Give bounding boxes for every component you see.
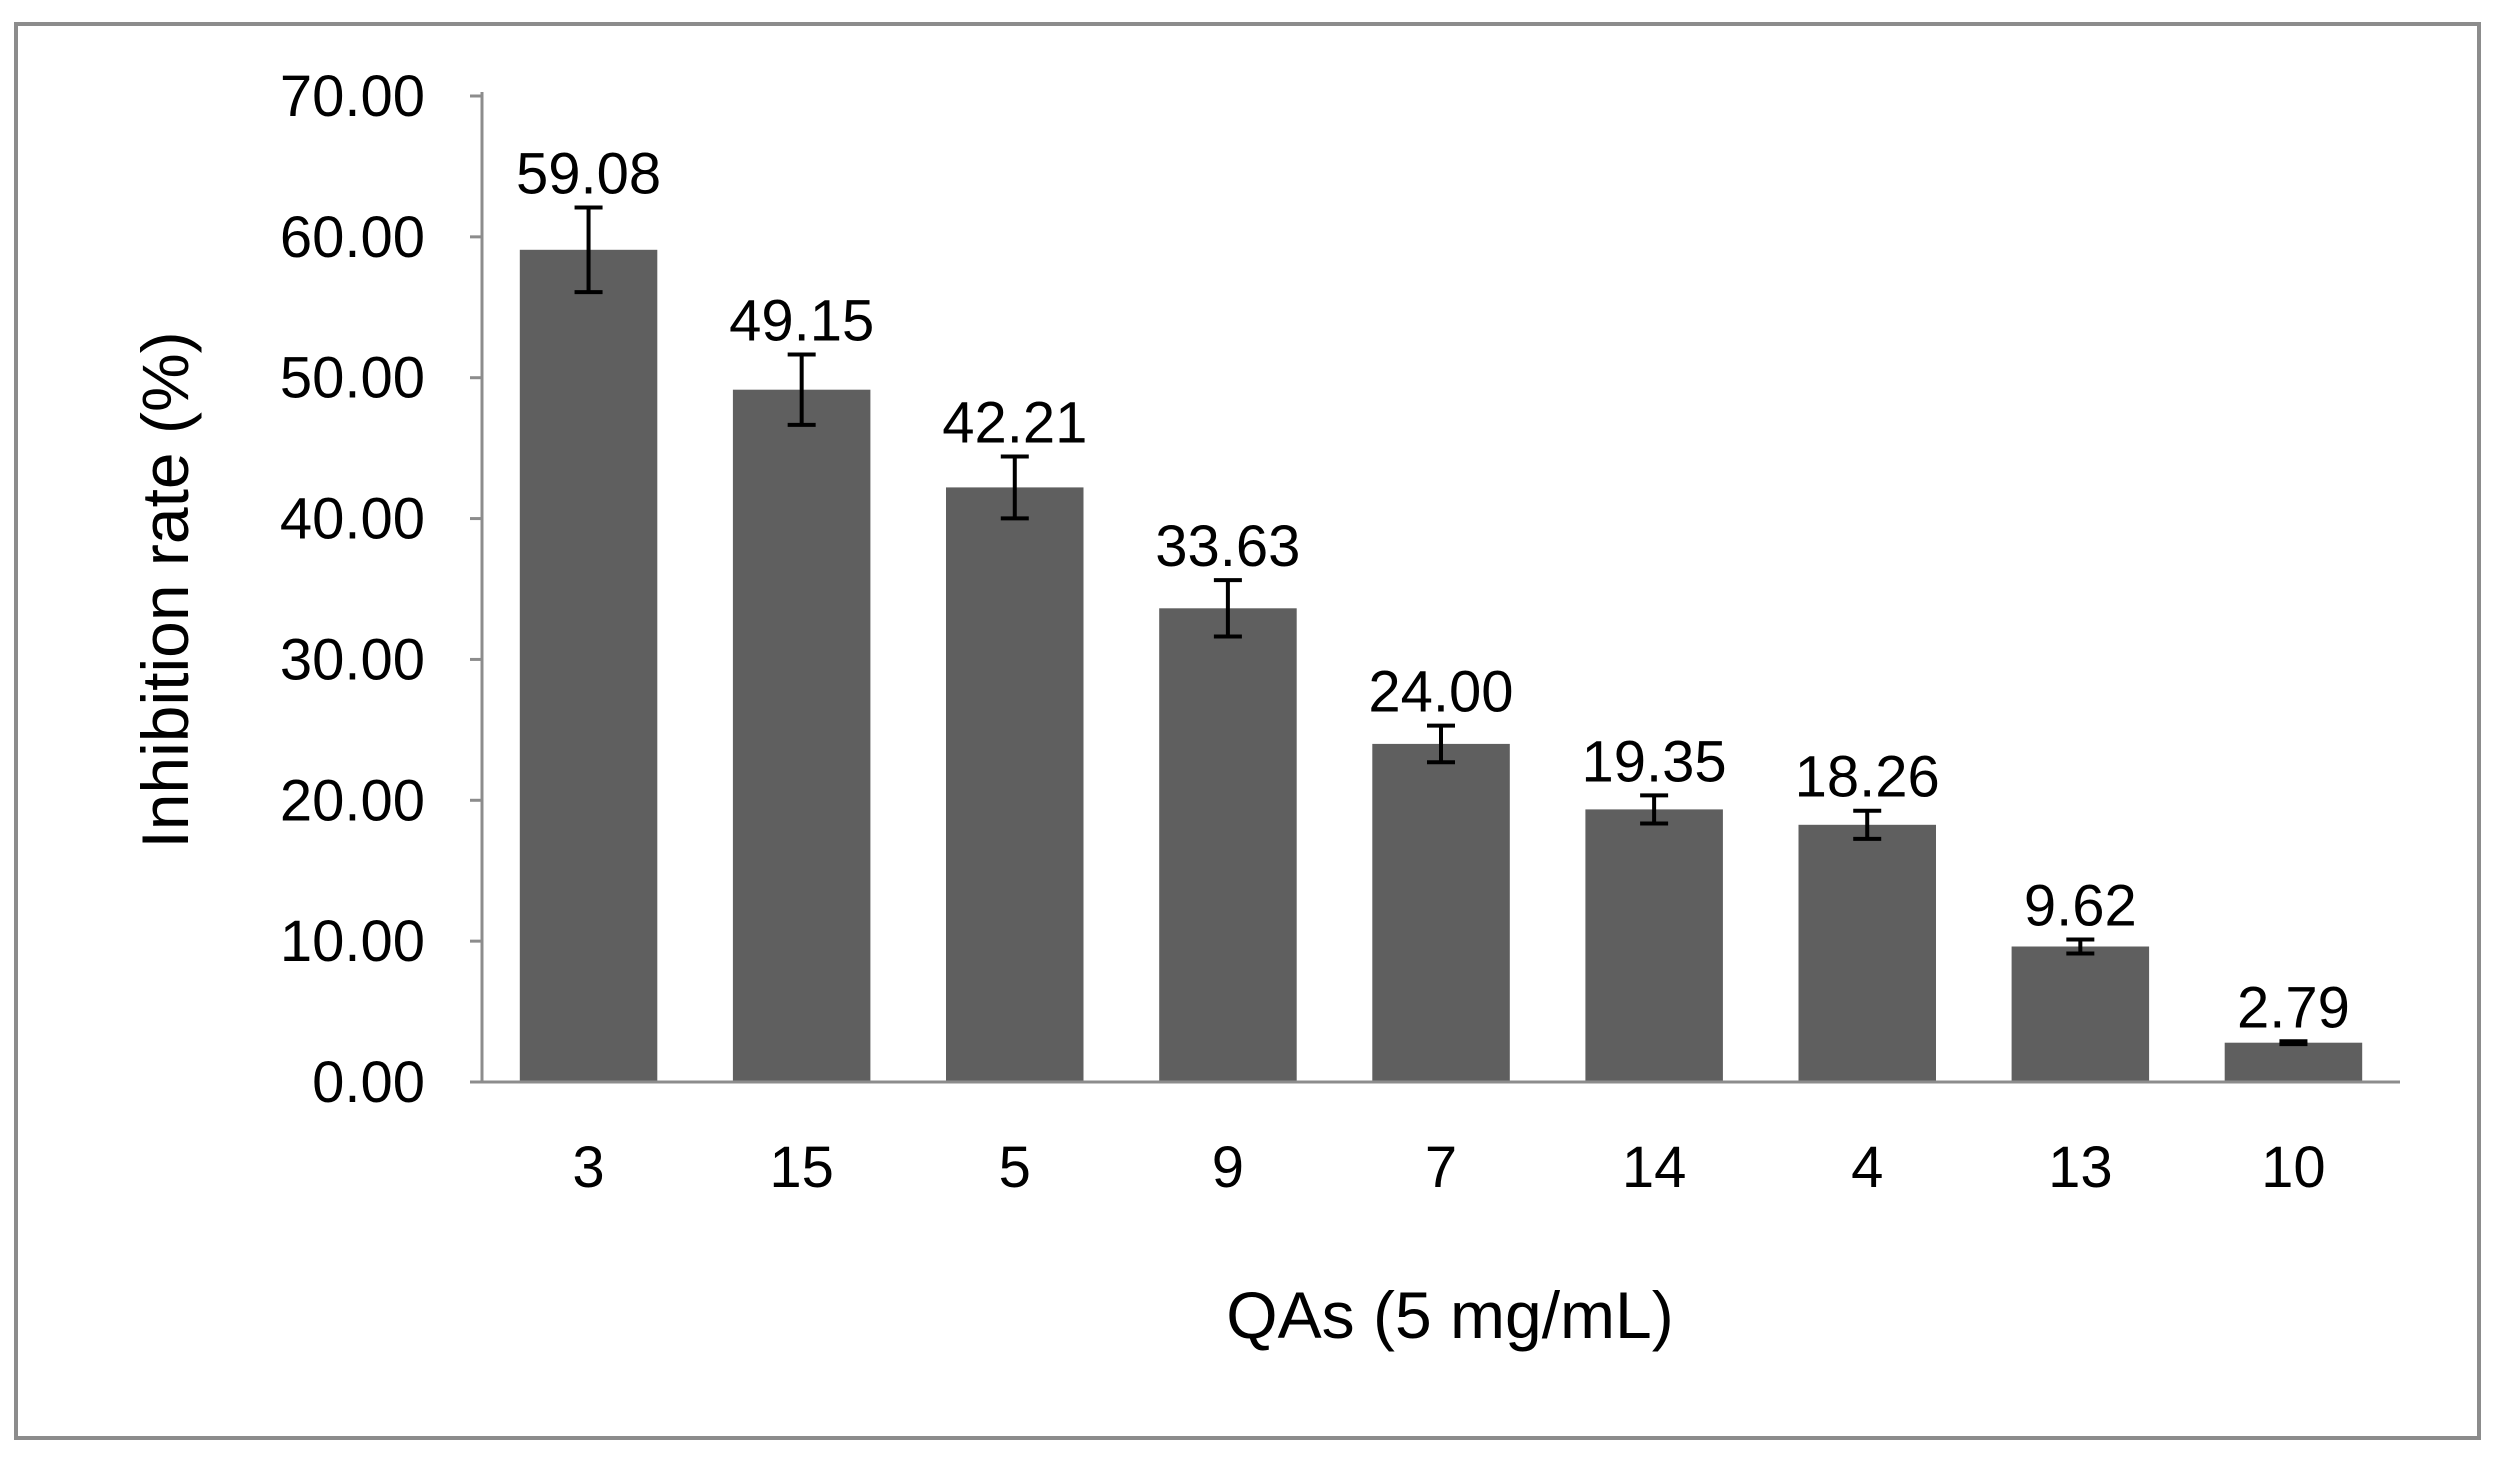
- bar-15: [732, 389, 871, 1082]
- x-tick-label-13: 13: [2048, 1135, 2113, 1200]
- error-bar-10: [2279, 1039, 2308, 1047]
- bar-4: [1798, 824, 1936, 1082]
- bar-10: [2224, 1042, 2363, 1082]
- error-bar-4: [1853, 808, 1882, 841]
- data-label-3: 59.08: [516, 142, 661, 207]
- y-tick-label-0: 0.00: [312, 1050, 425, 1115]
- y-tick-label-2: 20.00: [280, 768, 425, 833]
- bar-3: [519, 249, 658, 1083]
- bar-14: [1585, 809, 1723, 1082]
- x-tick-label-5: 5: [999, 1135, 1031, 1200]
- y-tick-label-5: 50.00: [280, 346, 425, 411]
- error-bar-15: [787, 352, 816, 427]
- error-bar-7: [1427, 723, 1455, 765]
- x-tick-label-7: 7: [1425, 1135, 1457, 1200]
- error-bar-9: [1213, 578, 1242, 639]
- x-tick-label-15: 15: [769, 1135, 834, 1200]
- labels-layer: 59.08 3 49.15 15 42.21 5 33.63 9 24.00 7 19.35 14 18…: [280, 64, 2350, 1200]
- x-axis-title: QAs (5 mg/mL): [1226, 1278, 1673, 1352]
- x-tick-label-9: 9: [1212, 1135, 1244, 1200]
- y-tick-label-4: 40.00: [280, 487, 425, 552]
- data-label-15: 49.15: [729, 289, 874, 354]
- y-tick-label-7: 70.00: [280, 64, 425, 129]
- data-label-13: 9.62: [2024, 874, 2137, 939]
- error-bars-layer: [574, 205, 2308, 1047]
- error-bar-3: [574, 205, 603, 295]
- error-bar-5: [1000, 454, 1029, 521]
- data-label-4: 18.26: [1795, 745, 1940, 810]
- x-tick-label-10: 10: [2261, 1135, 2326, 1200]
- x-tick-label-3: 3: [572, 1135, 604, 1200]
- data-label-9: 33.63: [1155, 514, 1300, 579]
- y-tick-label-6: 60.00: [280, 205, 425, 270]
- axes-layer: [470, 92, 2400, 1084]
- data-label-7: 24.00: [1368, 660, 1513, 725]
- y-axis-title: Inhibition rate (%): [128, 331, 202, 848]
- bar-13: [2011, 946, 2150, 1082]
- error-bar-14: [1640, 793, 1669, 826]
- data-label-5: 42.21: [942, 391, 1087, 456]
- y-tick-label-1: 10.00: [280, 909, 425, 974]
- error-bar-13: [2066, 937, 2095, 956]
- bar-7: [1372, 743, 1510, 1082]
- bar-9: [1159, 608, 1297, 1082]
- y-tick-label-3: 30.00: [280, 627, 425, 692]
- data-label-14: 19.35: [1582, 729, 1727, 794]
- bars-layer: [519, 249, 2363, 1083]
- data-label-10: 2.79: [2237, 975, 2350, 1040]
- x-tick-label-14: 14: [1622, 1135, 1687, 1200]
- bar-5: [946, 487, 1084, 1082]
- x-tick-label-4: 4: [1851, 1135, 1883, 1200]
